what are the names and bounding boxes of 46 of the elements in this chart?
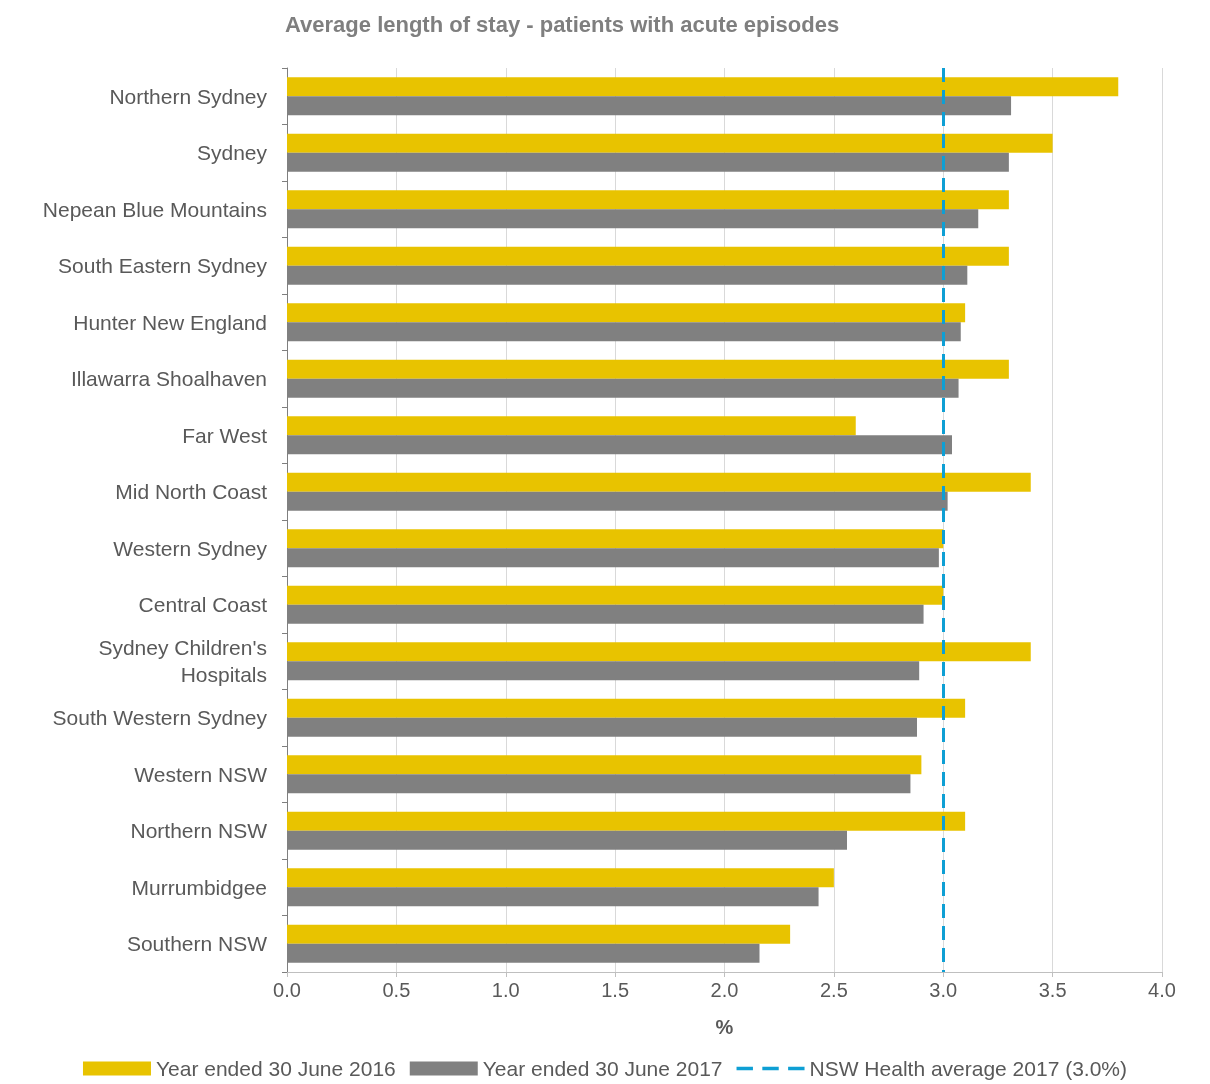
- y-tick-label: Central Coast: [138, 593, 268, 617]
- y-tick-label: Illawarra Shoalhaven: [70, 367, 267, 391]
- y-tick-label: Southern NSW: [126, 932, 268, 956]
- bar: [287, 811, 966, 831]
- y-tick-label: South Eastern Sydney: [58, 254, 268, 278]
- legend-label: Year ended 30 June 2016: [155, 1057, 396, 1080]
- bar: [287, 190, 1009, 210]
- bar: [287, 133, 1053, 153]
- bar: [287, 303, 966, 323]
- y-tick-label: Northern Sydney: [109, 84, 268, 108]
- x-axis-title: %: [715, 1016, 734, 1038]
- x-tick-label: 0.0: [273, 979, 301, 1001]
- bar: [287, 642, 1031, 662]
- x-tick-label: 3.0: [929, 979, 958, 1001]
- bar: [287, 585, 944, 605]
- x-tick-label: 4.0: [1148, 979, 1176, 1001]
- bar: [287, 924, 791, 944]
- y-tick-label: South Western Sydney: [52, 706, 268, 730]
- bar: [287, 359, 1009, 379]
- bar: [287, 472, 1031, 492]
- x-tick-label: 2.0: [710, 979, 739, 1001]
- legend-label: Year ended 30 June 2017: [482, 1057, 723, 1080]
- x-tick-label: 1.5: [601, 979, 630, 1001]
- x-tick-label: 3.5: [1038, 979, 1067, 1001]
- y-tick-label: Sydney: [196, 141, 268, 165]
- x-tick-label: 2.5: [819, 979, 848, 1001]
- bar: [287, 868, 834, 888]
- y-tick-label: Western Sydney: [113, 536, 268, 560]
- y-tick-label: Sydney Children's Hospitals: [98, 636, 267, 687]
- bar: [287, 246, 1009, 266]
- x-tick-label: 0.5: [382, 979, 411, 1001]
- y-tick-label: Western NSW: [134, 762, 268, 786]
- bar: [287, 755, 922, 775]
- bar: [287, 698, 966, 718]
- y-tick-label: Northern NSW: [130, 819, 268, 843]
- y-tick-label: Nepean Blue Mountains: [42, 197, 267, 221]
- bar: [287, 416, 856, 436]
- x-tick-label: 1.0: [491, 979, 520, 1001]
- y-tick-label: Hunter New England: [73, 310, 267, 334]
- y-tick-label: Far West: [182, 423, 268, 447]
- bar: [287, 529, 944, 549]
- bar: [287, 77, 1119, 97]
- chart-title: Average length of stay - patients with acute episodes: [285, 11, 840, 37]
- legend-label: NSW Health average 2017 (3.0%): [809, 1057, 1128, 1080]
- y-tick-label: Murrumbidgee: [131, 875, 267, 899]
- y-tick-label: Mid North Coast: [115, 480, 268, 504]
